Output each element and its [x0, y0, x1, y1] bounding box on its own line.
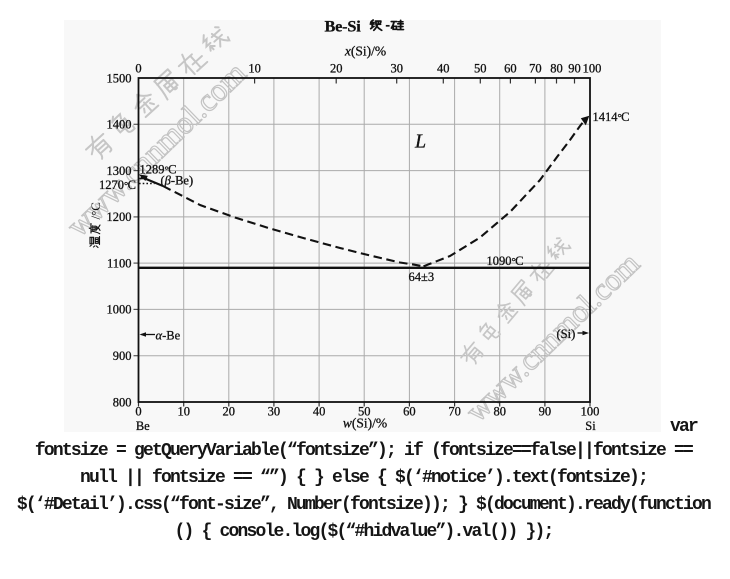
- svg-text:/°C: /°C: [88, 202, 103, 219]
- svg-text:Be: Be: [136, 419, 150, 433]
- svg-text:x(Si)/%: x(Si)/%: [344, 44, 386, 59]
- svg-text:30: 30: [390, 62, 403, 76]
- svg-text:w(Si)/%: w(Si)/%: [343, 416, 387, 431]
- svg-text:1300: 1300: [107, 164, 132, 178]
- svg-text:Be-Si: Be-Si: [325, 17, 362, 36]
- svg-text:(β-Be): (β-Be): [161, 174, 194, 188]
- svg-text:1090°C: 1090°C: [487, 254, 524, 268]
- svg-text:64±3: 64±3: [409, 270, 435, 284]
- svg-text:90: 90: [539, 405, 552, 419]
- svg-text:40: 40: [313, 405, 326, 419]
- svg-text:70: 70: [448, 405, 461, 419]
- svg-text:Si: Si: [585, 419, 596, 433]
- svg-text:0: 0: [135, 62, 141, 76]
- svg-text:20: 20: [330, 62, 343, 76]
- svg-text:α-Be: α-Be: [156, 329, 181, 343]
- svg-text:80: 80: [550, 62, 563, 76]
- svg-text:70: 70: [529, 62, 542, 76]
- svg-text:1289°C: 1289°C: [140, 163, 177, 177]
- svg-text:80: 80: [493, 405, 506, 419]
- svg-text:50: 50: [474, 62, 487, 76]
- svg-text:1000: 1000: [107, 303, 132, 317]
- svg-text:1200: 1200: [107, 210, 132, 224]
- svg-text:90: 90: [568, 62, 581, 76]
- svg-text:10: 10: [248, 62, 261, 76]
- svg-text:900: 900: [113, 349, 132, 363]
- svg-text:40: 40: [437, 62, 450, 76]
- svg-text:1400: 1400: [107, 118, 132, 132]
- svg-text:60: 60: [504, 62, 517, 76]
- svg-text:10: 10: [177, 405, 190, 419]
- svg-text:100: 100: [583, 62, 602, 76]
- svg-text:L: L: [414, 131, 426, 153]
- svg-text:1500: 1500: [107, 71, 132, 85]
- svg-text:100: 100: [581, 405, 600, 419]
- svg-text:50: 50: [358, 405, 371, 419]
- svg-text:30: 30: [268, 405, 281, 419]
- svg-text:1414°C: 1414°C: [593, 110, 630, 124]
- svg-text:1270°C: 1270°C: [99, 178, 136, 192]
- svg-text:20: 20: [223, 405, 236, 419]
- svg-text:(Si): (Si): [557, 327, 576, 341]
- svg-text:800: 800: [113, 395, 132, 409]
- svg-text:60: 60: [403, 405, 416, 419]
- svg-text:0: 0: [135, 405, 141, 419]
- svg-text:1100: 1100: [107, 256, 132, 270]
